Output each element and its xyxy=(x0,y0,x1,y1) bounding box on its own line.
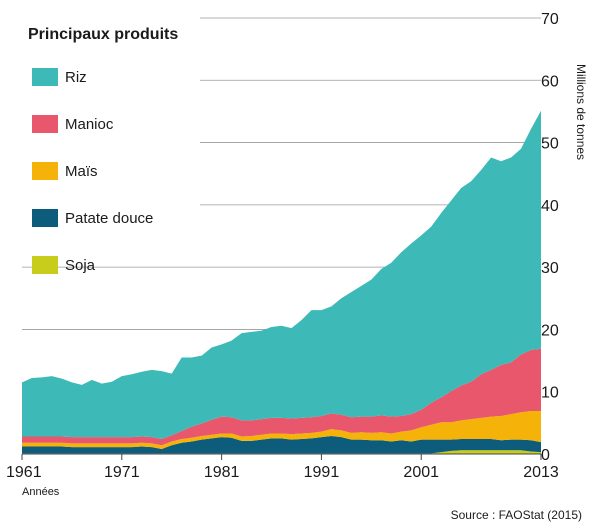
legend-item-ma-s: Maïs xyxy=(28,159,178,183)
x-tick-1961: 1961 xyxy=(6,464,42,481)
legend-label-manioc: Manioc xyxy=(65,115,114,133)
x-axis-label: Années xyxy=(22,486,60,498)
legend: Principaux produits Riz Manioc Maïs Patate … xyxy=(28,26,178,300)
legend-items: Riz Manioc Maïs Patate douce Soja xyxy=(28,65,178,277)
source-note: Source : FAOStat (2015) xyxy=(450,508,582,522)
x-tick-1991: 1991 xyxy=(304,464,340,481)
y-tick-60: 60 xyxy=(541,73,559,90)
x-tick-2001: 2001 xyxy=(403,464,439,481)
y-axis-label: Millions de tonnes xyxy=(574,64,588,160)
area-patate-douce xyxy=(22,435,541,454)
legend-item-patate-douce: Patate douce xyxy=(28,206,178,230)
legend-title: Principaux produits xyxy=(28,26,179,43)
y-tick-40: 40 xyxy=(541,198,559,215)
y-tick-70: 70 xyxy=(541,11,559,28)
legend-swatch-manioc xyxy=(32,115,58,133)
legend-swatch-patate-douce xyxy=(32,209,58,227)
legend-item-riz: Riz xyxy=(28,65,178,89)
area-manioc xyxy=(22,348,541,446)
y-tick-0: 0 xyxy=(541,447,550,464)
x-tick-1971: 1971 xyxy=(104,464,140,481)
legend-swatch-ma-s xyxy=(32,162,58,180)
y-tick-10: 10 xyxy=(541,385,559,402)
legend-item-soja: Soja xyxy=(28,253,178,277)
legend-swatch-riz xyxy=(32,68,58,86)
areas xyxy=(22,110,541,455)
x-tick-labels: 1961 1971 1981 1991 2001 2013 xyxy=(6,454,559,481)
legend-item-manioc: Manioc xyxy=(28,112,178,136)
y-tick-50: 50 xyxy=(541,136,559,153)
x-tick-2013: 2013 xyxy=(523,464,559,481)
legend-label-soja: Soja xyxy=(65,256,96,274)
legend-label-ma-s: Maïs xyxy=(65,162,98,180)
y-tick-30: 30 xyxy=(541,260,559,277)
y-tick-labels: 0 10 20 30 40 50 60 70 xyxy=(541,11,559,464)
area-riz xyxy=(22,110,541,440)
y-tick-20: 20 xyxy=(541,322,559,339)
x-tick-1981: 1981 xyxy=(204,464,240,481)
legend-swatch-soja xyxy=(32,256,58,274)
area-ma-s xyxy=(22,411,541,450)
legend-label-riz: Riz xyxy=(65,68,87,86)
legend-label-patate-douce: Patate douce xyxy=(65,209,154,227)
